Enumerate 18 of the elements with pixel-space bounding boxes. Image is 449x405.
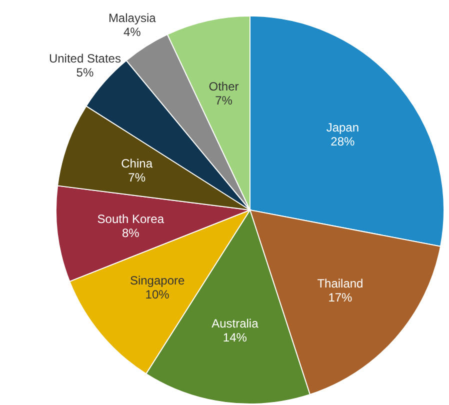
slice-label: South Korea [97,212,164,226]
slice-label: United States [48,52,121,66]
data-label: 8% [122,226,140,240]
slice-label: Japan [326,120,360,134]
slice-label: Singapore [130,274,185,288]
slice-label: Malaysia [108,11,156,26]
slice-label: Australia [212,316,259,330]
slice-label: Thailand [317,276,364,291]
slice-label: Other [208,80,239,94]
data-label: 28% [330,134,356,148]
data-label: 7% [215,94,233,108]
data-label: 10% [145,288,170,302]
slice-label: China [121,156,153,170]
data-label: 14% [222,330,248,344]
data-label: 17% [328,290,353,305]
data-label: 5% [76,66,94,80]
data-label: 7% [128,170,146,184]
data-label: 4% [123,25,142,40]
